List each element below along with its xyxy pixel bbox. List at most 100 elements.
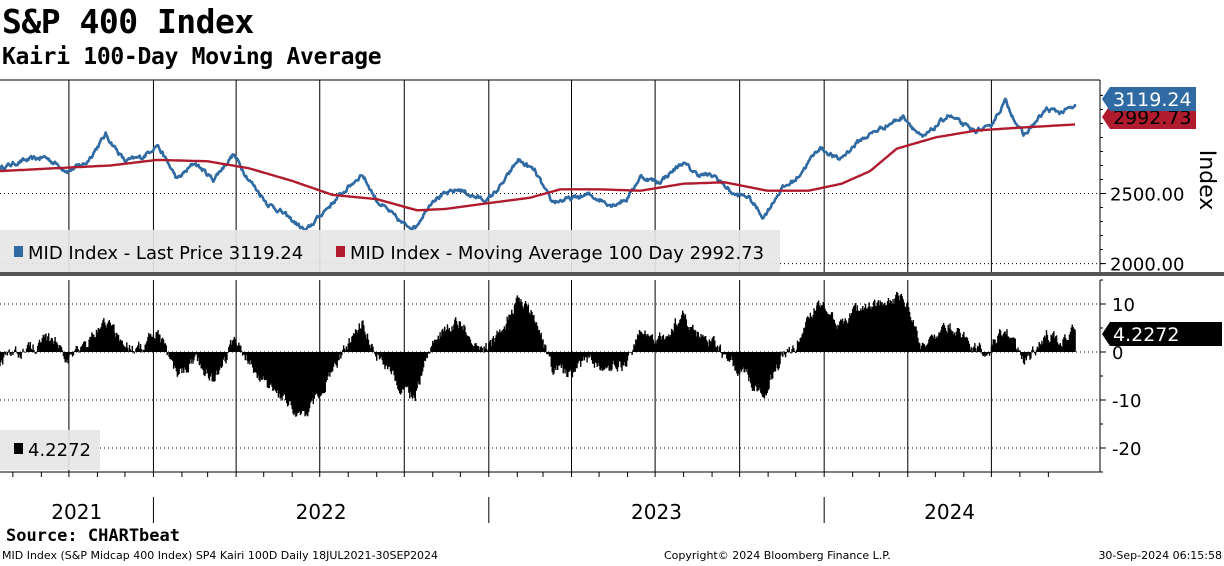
kairi-bar bbox=[481, 347, 484, 352]
kairi-bar bbox=[778, 352, 780, 369]
kairi-bar bbox=[310, 352, 313, 401]
kairi-bar bbox=[251, 352, 254, 368]
kairi-bar bbox=[199, 352, 201, 364]
kairi-bar bbox=[61, 350, 64, 352]
kairi-bar bbox=[725, 352, 727, 355]
kairi-bar bbox=[473, 345, 475, 352]
kairi-bar bbox=[539, 334, 541, 352]
kairi-bar bbox=[531, 311, 533, 352]
kairi-bar bbox=[580, 352, 583, 362]
kairi-bar bbox=[794, 351, 796, 352]
kairi-bar bbox=[177, 352, 179, 376]
kairi-bar bbox=[333, 352, 336, 363]
kairi-bar bbox=[942, 322, 945, 352]
kairi-bar bbox=[731, 352, 733, 360]
kairi-bar bbox=[85, 347, 88, 352]
kairi-bar bbox=[556, 352, 558, 366]
kairi-bar bbox=[294, 352, 296, 413]
kairi-bar bbox=[980, 348, 982, 352]
kairi-bar bbox=[610, 352, 612, 372]
kairi-bar bbox=[806, 317, 808, 352]
kairi-bar bbox=[183, 352, 185, 373]
kairi-bar bbox=[578, 352, 580, 362]
kairi-bar bbox=[659, 332, 661, 352]
kairi-bar bbox=[1074, 331, 1076, 352]
kairi-bar bbox=[18, 352, 20, 355]
kairi-bar bbox=[408, 352, 410, 393]
kairi-bar bbox=[476, 345, 478, 352]
kairi-bar bbox=[614, 352, 617, 368]
kairi-bar bbox=[16, 352, 19, 354]
kairi-bar bbox=[1073, 328, 1075, 352]
kairi-bar bbox=[620, 352, 622, 368]
kairi-bar bbox=[570, 352, 573, 375]
kairi-bar bbox=[534, 321, 536, 352]
kairi-bar bbox=[780, 352, 782, 356]
top-y-tick-label: 2000.00 bbox=[1110, 255, 1184, 276]
kairi-bar bbox=[557, 352, 559, 370]
kairi-bar bbox=[646, 336, 648, 352]
kairi-bar bbox=[803, 327, 805, 352]
kairi-bar bbox=[953, 332, 956, 352]
kairi-bar bbox=[959, 332, 961, 352]
kairi-bar bbox=[743, 352, 745, 373]
kairi-bar bbox=[528, 312, 530, 352]
kairi-bar bbox=[629, 352, 631, 353]
kairi-bar bbox=[873, 301, 875, 352]
kairi-bar bbox=[212, 352, 214, 382]
kairi-bar bbox=[562, 352, 564, 374]
kairi-bar bbox=[602, 352, 604, 371]
kairi-bar bbox=[170, 352, 172, 360]
kairi-bar bbox=[118, 341, 121, 352]
kairi-bar bbox=[63, 352, 66, 360]
kairi-bar bbox=[142, 349, 145, 352]
kairi-bar bbox=[192, 352, 194, 364]
legend-label-ma: MID Index - Moving Average 100 Day 2992.… bbox=[350, 243, 764, 264]
kairi-bar bbox=[660, 339, 663, 352]
kairi-bar bbox=[670, 328, 673, 352]
kairi-bar bbox=[73, 351, 76, 352]
kairi-bar bbox=[799, 337, 801, 352]
bottom-y-tick-label: 10 bbox=[1112, 295, 1135, 316]
kairi-bar bbox=[184, 352, 187, 370]
kairi-bar bbox=[561, 352, 564, 365]
kairi-bar bbox=[870, 309, 872, 352]
kairi-bar bbox=[265, 352, 268, 380]
kairi-bar bbox=[81, 345, 83, 352]
kairi-bar bbox=[268, 352, 270, 389]
kairi-bar bbox=[897, 295, 900, 352]
kairi-bar bbox=[625, 352, 627, 367]
x-year-label: 2022 bbox=[296, 500, 347, 524]
kairi-bar bbox=[960, 337, 962, 352]
kairi-bar bbox=[690, 327, 692, 352]
kairi-bar bbox=[616, 352, 619, 372]
kairi-bar bbox=[998, 329, 1001, 352]
kairi-bar bbox=[701, 336, 703, 352]
kairi-bar bbox=[861, 310, 863, 352]
kairi-bar bbox=[126, 342, 128, 352]
kairi-bar bbox=[34, 352, 36, 354]
kairi-bar bbox=[853, 305, 856, 352]
kairi-bar bbox=[41, 338, 43, 352]
kairi-bar bbox=[589, 352, 591, 357]
kairi-bar bbox=[568, 352, 571, 372]
kairi-bar bbox=[158, 334, 160, 352]
kairi-bar bbox=[243, 352, 246, 356]
kairi-bar bbox=[1023, 352, 1026, 365]
kairi-bar bbox=[1004, 331, 1006, 352]
kairi-bar bbox=[824, 308, 826, 352]
kairi-bar bbox=[81, 344, 84, 352]
kairi-bar bbox=[779, 352, 781, 365]
kairi-bar bbox=[1042, 343, 1044, 352]
kairi-bar bbox=[896, 291, 898, 352]
kairi-bar bbox=[685, 319, 688, 352]
kairi-bar bbox=[953, 334, 955, 352]
kairi-bar bbox=[188, 352, 190, 365]
kairi-bar bbox=[885, 304, 888, 352]
kairi-bar bbox=[573, 352, 575, 372]
panel-divider bbox=[0, 272, 1224, 276]
kairi-bar bbox=[656, 340, 658, 352]
kairi-bar bbox=[788, 346, 790, 352]
kairi-bar bbox=[936, 338, 938, 352]
kairi-bar bbox=[833, 319, 835, 352]
